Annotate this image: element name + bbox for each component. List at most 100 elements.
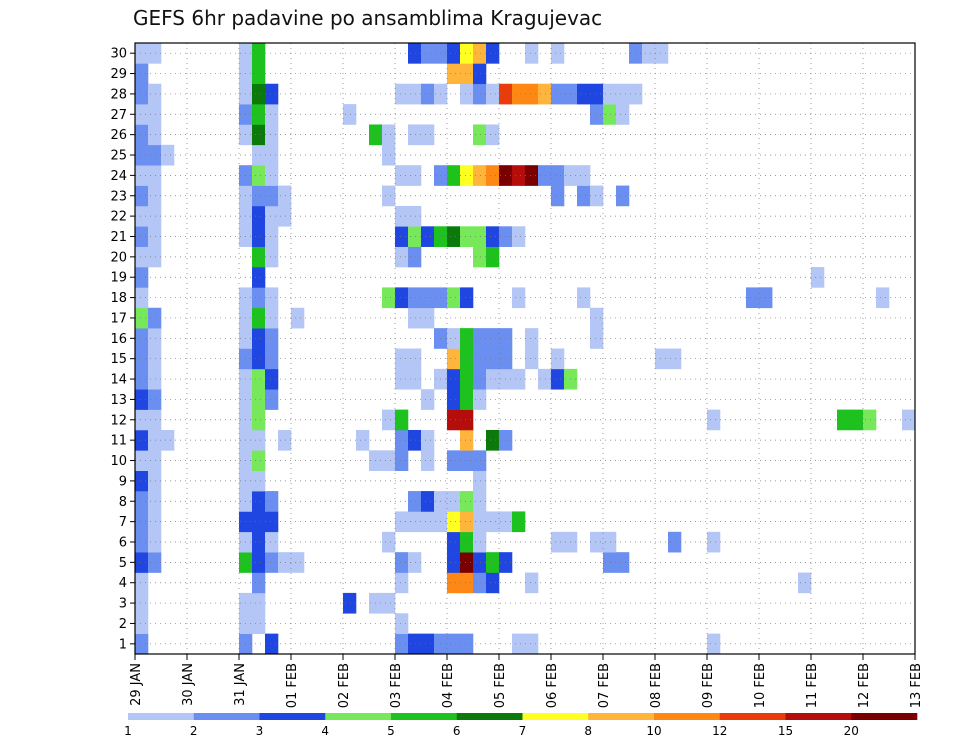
heatmap-cell: [148, 429, 162, 451]
x-axis: 29 JAN 30 JAN 31 JAN 01 FEB 02 FEB 03 FEB 04 F…: [129, 654, 924, 708]
heatmap-cell: [265, 552, 279, 573]
heatmap-cell: [395, 613, 409, 634]
heatmap-cell: [460, 491, 474, 512]
heatmap-cell: [135, 287, 149, 309]
heatmap-cell: [421, 633, 435, 655]
heatmap-cell: [148, 511, 162, 533]
x-tick-label: 06 FEB: [545, 663, 560, 708]
heatmap-cell: [616, 83, 630, 105]
heatmap-cell: [473, 552, 487, 573]
heatmap-cell: [135, 124, 149, 146]
heatmap-cell: [863, 409, 877, 431]
heatmap-cell: [447, 328, 461, 349]
heatmap-cell: [265, 83, 279, 105]
heatmap-cell: [343, 104, 357, 125]
heatmap-cell: [252, 531, 266, 553]
heatmap-cell: [473, 124, 487, 146]
heatmap-cell: [278, 205, 292, 227]
heatmap-cell: [655, 348, 669, 370]
heatmap-cell: [148, 389, 162, 410]
heatmap-cell: [148, 165, 162, 186]
heatmap-cell: [577, 287, 591, 309]
heatmap-cell: [460, 633, 474, 655]
heatmap-cell: [525, 328, 539, 349]
heatmap-cell: [590, 328, 604, 349]
y-tick-label: 8: [119, 495, 127, 510]
legend-label: 8: [584, 724, 592, 738]
heatmap-cell: [395, 368, 409, 390]
heatmap-cell: [252, 144, 266, 166]
legend-label: 5: [387, 724, 395, 738]
heatmap-cell: [252, 63, 266, 85]
heatmap-cell: [148, 104, 162, 125]
legend-swatch: [456, 713, 523, 720]
heatmap-cell: [135, 511, 149, 533]
y-tick-label: 17: [110, 311, 127, 326]
heatmap-cell: [135, 246, 149, 268]
heatmap-cell: [252, 552, 266, 573]
heatmap-cell: [525, 83, 539, 105]
legend-label: 10: [646, 724, 661, 738]
heatmap-cell: [421, 83, 435, 105]
heatmap-cell: [252, 389, 266, 410]
heatmap-cell: [486, 572, 500, 594]
heatmap-cell: [473, 531, 487, 553]
heatmap-cell: [252, 124, 266, 146]
x-tick-label: 04 FEB: [441, 663, 456, 708]
heatmap-cell: [135, 613, 149, 634]
legend-swatch: [391, 713, 458, 720]
heatmap-cell: [135, 267, 149, 288]
heatmap-cell: [135, 592, 149, 614]
heatmap-cell: [135, 104, 149, 125]
heatmap-cell: [148, 124, 162, 146]
heatmap-cell: [265, 287, 279, 309]
heatmap-cell: [408, 205, 422, 227]
heatmap-cell: [135, 368, 149, 390]
heatmap-cell: [408, 246, 422, 268]
y-tick-label: 7: [119, 515, 127, 530]
heatmap-cell: [135, 348, 149, 370]
y-tick-label: 11: [110, 434, 127, 449]
gridlines: [135, 43, 915, 654]
heatmap-cell: [668, 348, 682, 370]
heatmap-cell: [265, 104, 279, 125]
heatmap-cell: [460, 287, 474, 309]
heatmap-cell: [408, 287, 422, 309]
heatmap-cell: [252, 511, 266, 533]
heatmap-cell: [525, 348, 539, 370]
heatmap-cell: [447, 368, 461, 390]
y-tick-label: 27: [110, 108, 127, 123]
heatmap-cell: [395, 246, 409, 268]
heatmap-cell: [447, 43, 461, 64]
legend-label: 15: [778, 724, 793, 738]
heatmap-cell: [356, 429, 370, 451]
heatmap-cell: [447, 409, 461, 431]
heatmap-cell: [512, 368, 526, 390]
heatmap-cell: [603, 83, 617, 105]
chart-title: GEFS 6hr padavine po ansamblima Kragujev…: [133, 6, 603, 30]
heatmap-cell: [746, 287, 760, 309]
heatmap-cell: [265, 368, 279, 390]
heatmap-cell: [551, 83, 565, 105]
heatmap-cell: [395, 633, 409, 655]
heatmap-cell: [460, 83, 474, 105]
heatmap-cell: [473, 43, 487, 64]
heatmap-cell: [382, 450, 396, 471]
heatmap-cell: [408, 226, 422, 247]
y-tick-label: 22: [110, 210, 127, 225]
heatmap-cell: [135, 409, 149, 431]
heatmap-cell: [460, 572, 474, 594]
heatmap-cell: [473, 226, 487, 247]
heatmap-cell: [473, 83, 487, 105]
heatmap-cell: [382, 144, 396, 166]
heatmap-cell: [460, 328, 474, 349]
heatmap-cell: [135, 226, 149, 247]
heatmap-cell: [590, 83, 604, 105]
heatmap-cell: [382, 592, 396, 614]
legend-swatch: [654, 713, 721, 720]
heatmap-cell: [148, 348, 162, 370]
heatmap-cell: [525, 43, 539, 64]
heatmap-cell: [148, 226, 162, 247]
y-tick-label: 20: [110, 250, 127, 265]
